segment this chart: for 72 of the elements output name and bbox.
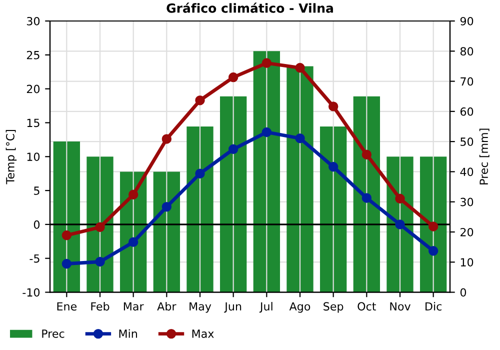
point (295, 133, 305, 144)
point (328, 162, 338, 172)
point (428, 246, 438, 256)
point (128, 190, 138, 200)
point (195, 168, 205, 178)
y-tick-label: 0 (34, 220, 40, 229)
legend-label: Max (192, 330, 214, 338)
point (295, 62, 305, 73)
y2-axis-title: Prec [mm] (479, 128, 490, 184)
point (262, 127, 272, 138)
point (95, 222, 105, 232)
bar (286, 66, 314, 292)
y-tick-label: -5 (30, 254, 40, 263)
bar (353, 96, 380, 292)
x-tick-label: Ago (289, 302, 310, 313)
point (162, 134, 172, 144)
y2-tick-label: 40 (460, 168, 474, 176)
bar (53, 142, 80, 292)
y-axis-title: Temp [°C] (6, 130, 17, 184)
x-tick-label: Sep (324, 302, 344, 313)
y2-tick-label: 90 (460, 16, 474, 26)
point (128, 237, 138, 247)
y2-tick-label: 20 (460, 228, 474, 236)
y-tick-label: 5 (34, 186, 40, 195)
y2-tick-label: 70 (460, 77, 474, 86)
legend-label: Min (119, 329, 137, 338)
point (395, 220, 405, 230)
y2-tick-label: 80 (460, 47, 474, 56)
x-tick-label: Oct (358, 302, 376, 311)
bar (86, 156, 114, 292)
point (228, 144, 238, 154)
bar (253, 51, 280, 292)
x-tick-label: Nov (390, 302, 411, 311)
y-tick-label: -10 (22, 288, 40, 297)
point (362, 193, 372, 203)
x-tick-label: May (190, 302, 212, 313)
y2-tick-label: 10 (460, 258, 474, 266)
bar (186, 126, 214, 292)
point (362, 150, 372, 160)
bar (220, 96, 247, 292)
point (428, 222, 438, 232)
bar (420, 156, 447, 292)
y-tick-label: 30 (26, 16, 40, 26)
point (162, 202, 172, 212)
point (262, 58, 272, 68)
y2-tick-label: 50 (460, 138, 474, 146)
y2-tick-label: 30 (460, 198, 474, 206)
point (395, 194, 405, 204)
x-tick-label: Abr (157, 302, 176, 311)
point (195, 95, 205, 106)
point (228, 72, 238, 82)
x-tick-label: Mar (124, 302, 144, 311)
y2-tick-label: 0 (460, 288, 466, 297)
chart-title: Gráfico climático - Vilna (166, 2, 333, 13)
y-tick-label: 25 (26, 50, 40, 60)
point (328, 102, 338, 112)
bar (153, 172, 180, 292)
x-tick-label: Jun (224, 302, 242, 313)
bar (386, 156, 414, 292)
y-tick-label: 20 (26, 84, 40, 94)
point (62, 258, 72, 269)
x-tick-label: Feb (91, 302, 110, 311)
legend-label: Prec (42, 330, 64, 338)
x-tick-label: Jul (259, 302, 272, 313)
y2-tick-label: 60 (460, 107, 474, 116)
point (95, 256, 105, 267)
x-tick-label: Dic (426, 302, 442, 311)
point (62, 230, 72, 240)
y-tick-label: 15 (27, 118, 40, 128)
y-tick-label: 10 (27, 152, 40, 162)
bar (320, 126, 347, 292)
x-tick-label: Ene (57, 302, 77, 311)
